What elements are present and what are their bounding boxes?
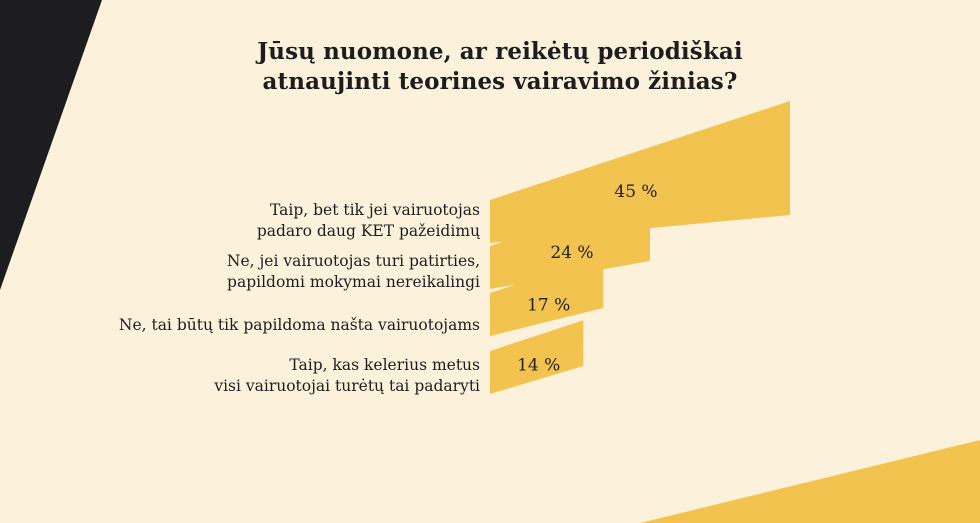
- category-label-2-line-1: Ne, jei vairuotojas turi patirties,: [226, 252, 480, 270]
- category-label-4-line-2: visi vairuotojai turėtų tai padaryti: [214, 377, 480, 395]
- category-label-1-line-1: Taip, bet tik jei vairuotojas: [270, 201, 480, 219]
- category-label-4: Taip, kas kelerius metus visi vairuotojai…: [214, 355, 480, 397]
- category-label-1-line-2: padaro daug KET pažeidimų: [256, 222, 480, 240]
- corner-yellow-shape: [640, 440, 980, 523]
- category-label-3-line-1: Ne, tai būtų tik papildoma našta vairuot…: [118, 315, 480, 334]
- value-label-3: 17 %: [527, 295, 570, 315]
- bar-1: [490, 101, 790, 243]
- chart-title-line-2: atnaujinti teorines vairavimo žinias?: [262, 68, 738, 95]
- chart-title-line-1: Jūsų nuomone, ar reikėtų periodiškai: [257, 38, 743, 65]
- category-label-3: Ne, tai būtų tik papildoma našta vairuot…: [119, 315, 480, 336]
- bar-2: [490, 193, 650, 289]
- category-label-4-line-1: Taip, kas kelerius metus: [289, 356, 480, 374]
- value-label-4: 14 %: [517, 356, 560, 376]
- category-label-1: Taip, bet tik jei vairuotojas padaro daug…: [257, 200, 480, 242]
- dark-diagonal-shape: [0, 0, 102, 290]
- category-label-2: Ne, jei vairuotojas turi patirties, papil…: [227, 251, 480, 293]
- category-label-2-line-2: papildomi mokymai nereikalingi: [227, 273, 480, 291]
- value-label-2: 24 %: [550, 243, 593, 263]
- bar-4: [490, 320, 584, 394]
- bar-3: [490, 255, 604, 336]
